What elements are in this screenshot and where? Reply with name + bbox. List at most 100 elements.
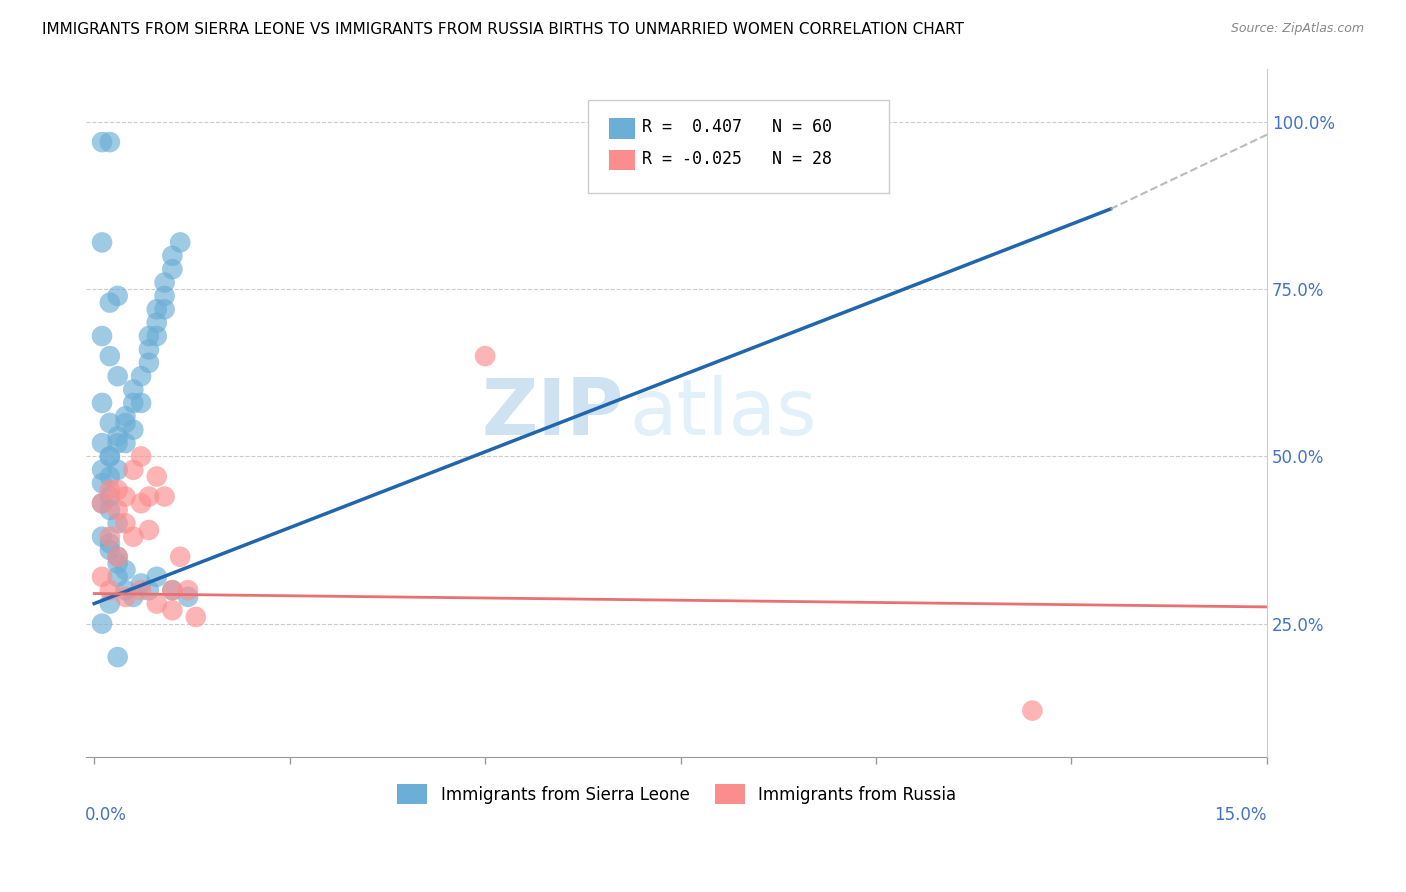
Point [91, 476, 114, 491]
Point [122, 463, 145, 477]
Point [98, 583, 121, 598]
Point [138, 329, 160, 343]
Point [122, 396, 145, 410]
Point [114, 416, 136, 430]
Text: ZIP: ZIP [481, 375, 623, 451]
Point [129, 576, 152, 591]
Point [98, 450, 121, 464]
Point [122, 423, 145, 437]
Point [114, 516, 136, 531]
Point [138, 490, 160, 504]
Point [98, 543, 121, 558]
Point [114, 436, 136, 450]
Point [98, 490, 121, 504]
Point [162, 583, 184, 598]
Point [91, 496, 114, 510]
Text: R =  0.407   N = 60: R = 0.407 N = 60 [643, 118, 832, 136]
Point [145, 302, 167, 317]
Point [145, 469, 167, 483]
Point [91, 496, 114, 510]
Point [98, 135, 121, 149]
Legend: Immigrants from Sierra Leone, Immigrants from Russia: Immigrants from Sierra Leone, Immigrants… [391, 778, 963, 811]
Point [145, 316, 167, 330]
Point [91, 436, 114, 450]
Point [107, 436, 129, 450]
Point [145, 329, 167, 343]
Point [122, 530, 145, 544]
Point [153, 302, 176, 317]
Point [91, 463, 114, 477]
Point [145, 597, 167, 611]
Point [91, 329, 114, 343]
FancyBboxPatch shape [588, 100, 889, 193]
Point [145, 570, 167, 584]
Point [107, 549, 129, 564]
Point [138, 583, 160, 598]
Point [98, 469, 121, 483]
Point [138, 523, 160, 537]
Text: R = -0.025   N = 28: R = -0.025 N = 28 [643, 150, 832, 168]
Point [153, 490, 176, 504]
Point [107, 650, 129, 665]
Point [107, 483, 129, 497]
Point [138, 356, 160, 370]
Point [98, 450, 121, 464]
Point [98, 597, 121, 611]
Point [129, 496, 152, 510]
Point [122, 590, 145, 604]
Point [91, 135, 114, 149]
Point [98, 295, 121, 310]
Text: atlas: atlas [630, 375, 817, 451]
Bar [609, 118, 636, 139]
Point [474, 349, 496, 363]
Point [107, 289, 129, 303]
Point [114, 563, 136, 577]
Point [169, 549, 191, 564]
Point [91, 235, 114, 250]
Point [107, 369, 129, 384]
Point [98, 483, 121, 497]
Point [107, 463, 129, 477]
Point [98, 416, 121, 430]
Point [91, 530, 114, 544]
Point [177, 583, 200, 598]
Point [153, 289, 176, 303]
Point [129, 396, 152, 410]
Point [162, 262, 184, 277]
Text: 15.0%: 15.0% [1215, 805, 1267, 823]
Point [107, 429, 129, 443]
Point [129, 369, 152, 384]
Point [177, 590, 200, 604]
Point [138, 343, 160, 357]
Text: 0.0%: 0.0% [86, 805, 127, 823]
Point [98, 503, 121, 517]
Point [107, 516, 129, 531]
Point [114, 583, 136, 598]
Point [107, 557, 129, 571]
Text: Source: ZipAtlas.com: Source: ZipAtlas.com [1230, 22, 1364, 36]
Point [91, 570, 114, 584]
Point [114, 409, 136, 424]
Point [169, 235, 191, 250]
Point [107, 549, 129, 564]
Point [98, 530, 121, 544]
Point [162, 583, 184, 598]
Point [184, 610, 207, 624]
Point [1021, 704, 1043, 718]
Point [114, 490, 136, 504]
Point [98, 349, 121, 363]
Point [129, 583, 152, 598]
Point [153, 276, 176, 290]
Point [107, 570, 129, 584]
Point [98, 536, 121, 550]
Point [162, 603, 184, 617]
Point [91, 616, 114, 631]
Point [122, 383, 145, 397]
Point [91, 396, 114, 410]
Bar [609, 150, 636, 170]
Point [129, 450, 152, 464]
Point [162, 249, 184, 263]
Text: IMMIGRANTS FROM SIERRA LEONE VS IMMIGRANTS FROM RUSSIA BIRTHS TO UNMARRIED WOMEN: IMMIGRANTS FROM SIERRA LEONE VS IMMIGRAN… [42, 22, 965, 37]
Point [107, 503, 129, 517]
Point [114, 590, 136, 604]
